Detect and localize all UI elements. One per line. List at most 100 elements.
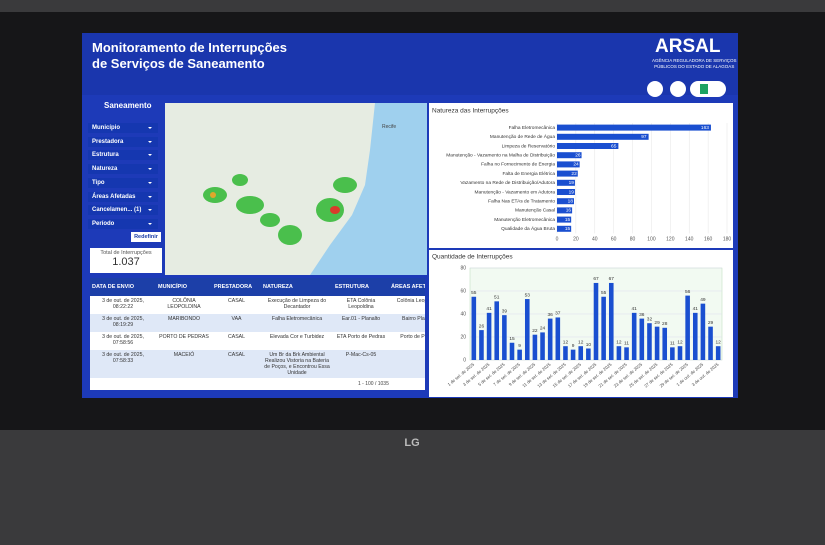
value-label: 55 [601, 290, 607, 296]
chart-title: Quantidade de Interrupções [432, 254, 513, 261]
value-label: 18 [568, 198, 574, 204]
value-label: 67 [609, 276, 615, 282]
bar [624, 347, 629, 360]
value-label: 163 [701, 125, 709, 131]
bar [631, 312, 637, 360]
reset-button[interactable]: Redefinir [131, 232, 161, 242]
value-label: 12 [578, 339, 584, 345]
heat-core [330, 206, 340, 214]
x-tick-label: 160 [704, 237, 713, 243]
value-label: 10 [586, 342, 592, 348]
table-cell: 3 de out. de 2025, 08:19:29 [90, 314, 156, 332]
value-label: 11 [670, 341, 675, 347]
bar [494, 301, 500, 360]
filter[interactable]: Cancelamen... (1) [88, 205, 158, 216]
pagination[interactable]: 1 - 100 / 1035 [358, 381, 389, 387]
bar [557, 179, 575, 186]
table-row: 3 de out. de 2025, 07:58:33 MACEIÓ CASAL Um… [90, 350, 425, 378]
table-cell [389, 350, 425, 378]
bar [557, 198, 574, 205]
value-label: 29 [708, 320, 714, 326]
filter[interactable]: Natureza [88, 164, 158, 175]
icon[interactable] [647, 81, 663, 97]
value-label: 12 [563, 339, 569, 345]
table-cell: CASAL [227, 334, 245, 340]
bar [639, 318, 645, 360]
sidebar-logo: Saneamento [104, 101, 152, 110]
value-label: 67 [593, 276, 599, 282]
table-cell: Colônia Leopoldina [396, 298, 425, 304]
table-cell: PORTO DE PEDRAS [159, 334, 209, 340]
value-label: 15 [565, 226, 571, 232]
y-tick-label: Qualidade da Água Bruta [501, 225, 555, 232]
y-tick-label: Vazamento na Rede de Distribuição/Adutor… [460, 180, 555, 186]
bar [557, 124, 711, 131]
title: Monitoramento de Interrupções de Serviços… [92, 40, 287, 72]
table-cell: Bairro Planalto [389, 314, 425, 332]
value-label: 65 [611, 143, 617, 149]
bar [532, 334, 538, 360]
map-label: Recife [382, 124, 397, 130]
value-label: 26 [479, 323, 485, 329]
bar [692, 312, 698, 360]
value-label: 39 [502, 308, 508, 314]
value-label: 15 [509, 336, 515, 342]
y-tick-label: Manutenção de Rede de Água [490, 133, 555, 140]
table-cell: CASAL [227, 298, 245, 304]
bar [557, 143, 619, 149]
x-tick-label: 60 [611, 237, 617, 243]
bar [715, 346, 721, 360]
value-label: 49 [700, 297, 706, 303]
heat-core [210, 192, 216, 198]
value-label: 41 [632, 306, 638, 312]
chart-title: Natureza das Interrupções [432, 108, 509, 115]
column-header: PRESTADORA [212, 278, 261, 296]
filter[interactable]: Período [88, 218, 158, 229]
table-cell: Falha Eletromecânica [261, 314, 333, 332]
bar [557, 161, 580, 168]
filter[interactable]: Prestadora [88, 136, 158, 147]
bar [647, 323, 652, 360]
value-label: 53 [525, 292, 531, 298]
table-cell: MACEIÓ [156, 350, 212, 378]
value-label: 11 [624, 341, 629, 347]
table-cell: COLÔNIA LEOPOLDINA [167, 298, 201, 310]
table-panel: DATA DE ENVIO MUNICÍPIO PRESTADORA NATUREZA… [90, 278, 425, 390]
y-tick-label: Falha no Fornecimento de Energia [481, 162, 555, 168]
bar [547, 318, 553, 360]
title-line: de Serviços de Saneamento [92, 56, 265, 71]
value-label: 24 [540, 326, 546, 332]
table-cell: 3 de out. de 2025, 07:58:33 [90, 350, 156, 378]
icon[interactable] [670, 81, 686, 97]
text: PÚBLICOS DO ESTADO DE ALAGOAS [654, 63, 735, 69]
filter[interactable]: Tipo [88, 177, 158, 188]
bar [517, 349, 522, 360]
bar [670, 347, 675, 360]
bar [662, 327, 668, 360]
bar [524, 299, 530, 360]
y-tick-label: Manutenção - Vazamento em Adutora [475, 189, 556, 195]
y-tick-label: 40 [460, 311, 466, 317]
table-cell: ETA Porto de Pedras [336, 334, 386, 340]
table-row: 3 de out. de 2025, 07:58:56 PORTO DE PEDR… [90, 332, 425, 350]
bar [593, 282, 599, 360]
y-tick-label: 0 [463, 357, 466, 363]
bar [700, 303, 706, 360]
filter[interactable]: Estrutura [88, 150, 158, 161]
x-tick-label: 80 [630, 237, 636, 243]
filter[interactable]: Áreas Afetadas [88, 191, 158, 202]
table-cell: 3 de out. de 2025, 07:58:56 [102, 334, 144, 346]
table-cell: Ear.01 - Planalto [333, 314, 389, 332]
bar [471, 296, 477, 360]
table-cell: P-Mac-Cs-05 [333, 350, 389, 378]
y-tick-label: Manutenção - Vazamento na Malha de Distr… [446, 152, 555, 158]
y-tick-label: 60 [460, 288, 466, 294]
total-box: Total de Interrupções 1.037 [90, 248, 162, 273]
bar [608, 282, 614, 360]
x-tick-label: 100 [647, 237, 656, 243]
bar [479, 330, 484, 360]
column-header: DATA DE ENVIO [90, 278, 156, 296]
total-value: 1.037 [112, 256, 140, 268]
filter[interactable]: Município [88, 123, 158, 133]
table-cell: Um Br da Brk Ambiental Realizou Vistoria… [261, 350, 333, 378]
